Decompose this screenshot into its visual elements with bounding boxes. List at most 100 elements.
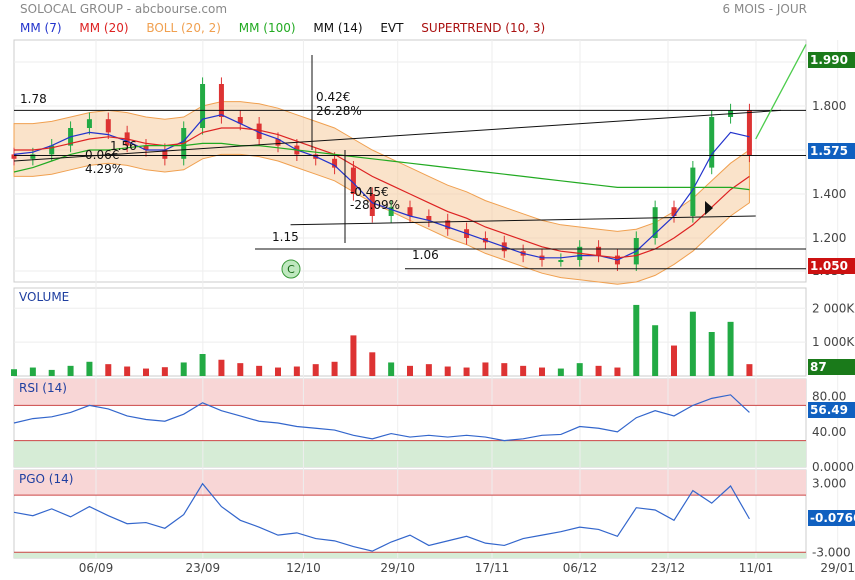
annotation-label: 1.15	[272, 230, 299, 244]
annotation-label: 4.29%	[85, 162, 123, 176]
annotation-label: 0.42€	[316, 90, 350, 104]
candle-body	[30, 154, 36, 159]
panel-price	[13, 39, 807, 283]
volume-bar	[29, 367, 36, 376]
tag-high: 1.990	[808, 52, 855, 68]
pgo-line	[13, 482, 750, 552]
rsi-overbought-zone	[14, 379, 806, 406]
annotation-label: 1.78	[20, 92, 47, 106]
volume-bar	[633, 304, 640, 376]
candle-body	[49, 145, 55, 155]
legend-mm100[interactable]: MM (100)	[238, 21, 296, 35]
volume-bar	[199, 354, 206, 376]
annotation-label: -0.45€	[350, 185, 389, 199]
tag-rsi: 56.49	[808, 402, 855, 418]
legend-evt[interactable]: EVT	[380, 21, 404, 35]
candle-body	[275, 139, 281, 146]
series-mm--20-	[14, 127, 750, 259]
pgo-low-zone	[14, 552, 806, 558]
price-y-tick: 1.200	[812, 231, 846, 245]
volume-bar	[143, 368, 149, 376]
x-tick-label: 11/01	[739, 561, 774, 575]
volume-bar	[180, 362, 187, 376]
annotation-label: 1.06	[412, 248, 439, 262]
candle-body	[652, 207, 658, 238]
indicator-legend: MM (7) MM (20) BOLL (20, 2) MM (100) MM …	[20, 21, 559, 35]
volume-bar	[237, 363, 244, 376]
annotation-label: 1.56	[110, 139, 137, 153]
volume-bar	[312, 364, 319, 376]
candle-body	[237, 117, 243, 124]
price-y-tick: 1.800	[812, 99, 846, 113]
volume-bar	[557, 368, 564, 376]
arrow-marker	[705, 201, 713, 215]
tag-low: 1.050	[808, 258, 855, 274]
x-tick-label: 23/09	[186, 561, 221, 575]
candle-body	[746, 110, 752, 156]
volume-bar	[425, 364, 432, 376]
trend-line	[290, 215, 756, 226]
volume-bar	[48, 369, 55, 376]
event-marker-label: C	[287, 263, 295, 276]
tag-pgo: -0.0766	[808, 510, 855, 526]
candle-body	[690, 167, 696, 216]
volume-y-tick: 2 000K	[812, 301, 855, 315]
volume-bar	[293, 366, 300, 376]
candle-body	[162, 150, 168, 159]
candle-body	[671, 207, 677, 216]
pgo-high-zone	[14, 470, 806, 496]
volume-y-tick: 1 000K	[812, 335, 855, 349]
volume-bar	[671, 345, 677, 376]
candle-body	[218, 84, 224, 117]
candle-body	[558, 260, 564, 262]
rsi-oversold-zone	[14, 440, 806, 467]
rsi-y-tick: 80.00	[812, 390, 846, 404]
volume-bar	[689, 311, 696, 376]
rsi-line	[13, 394, 750, 442]
chart-title: SOLOCAL GROUP - abcbourse.com	[20, 2, 228, 16]
volume-bar	[161, 367, 168, 376]
annotation-label: 0.06€	[85, 148, 119, 162]
volume-bar	[444, 366, 451, 376]
candle-body	[350, 167, 356, 194]
volume-bar	[595, 365, 602, 376]
annotation-label: -28.09%	[350, 198, 400, 212]
legend-mm14[interactable]: MM (14)	[313, 21, 363, 35]
rsi-y-tick: 40.00	[812, 425, 846, 439]
volume-bar	[124, 366, 131, 376]
legend-mm20[interactable]: MM (20)	[79, 21, 129, 35]
candle-body	[86, 119, 92, 128]
volume-bar	[463, 367, 470, 376]
rsi-label: RSI (14)	[19, 381, 67, 395]
x-tick-label: 12/10	[286, 561, 321, 575]
volume-bar	[105, 364, 112, 376]
x-tick-label: 06/09	[79, 561, 114, 575]
volume-bar	[407, 365, 413, 376]
panel-vol	[13, 287, 807, 377]
price-y-tick: 1.400	[812, 187, 846, 201]
pgo-y-tick: -3.000	[812, 545, 851, 559]
annotation-label: 26.28%	[316, 104, 362, 118]
volume-bar	[482, 362, 489, 376]
tag-volume: 87 561	[808, 359, 855, 390]
candle-body	[369, 194, 375, 216]
volume-bar	[331, 361, 338, 376]
legend-mm7[interactable]: MM (7)	[20, 21, 62, 35]
volume-bar	[520, 365, 527, 376]
legend-boll[interactable]: BOLL (20, 2)	[146, 21, 221, 35]
volume-bar	[652, 325, 659, 376]
x-tick-label: 17/11	[475, 561, 510, 575]
candle-body	[407, 207, 413, 216]
volume-bar	[727, 321, 734, 376]
projection-line	[755, 44, 807, 140]
x-tick-label: 23/12	[651, 561, 686, 575]
legend-supertrend[interactable]: SUPERTREND (10, 3)	[421, 21, 546, 35]
chart-period: 6 MOIS - JOUR	[722, 2, 807, 16]
candle-body	[143, 145, 149, 150]
event-marker-icon	[281, 259, 301, 279]
volume-label: VOLUME	[19, 290, 70, 304]
x-tick-label: 29/10	[380, 561, 415, 575]
volume-bar	[369, 352, 376, 376]
